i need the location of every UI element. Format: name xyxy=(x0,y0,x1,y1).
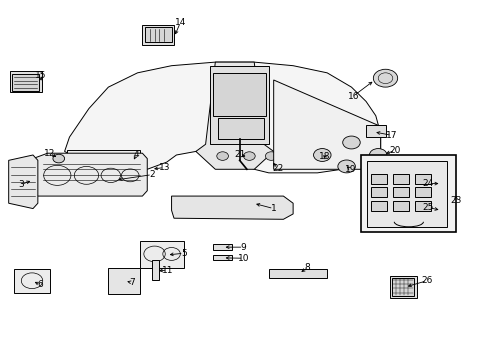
Bar xyxy=(392,187,408,197)
Bar xyxy=(366,125,385,137)
Bar xyxy=(370,201,386,211)
Bar xyxy=(414,174,430,184)
Text: 6: 6 xyxy=(38,280,43,289)
Text: 8: 8 xyxy=(304,263,310,272)
Text: 23: 23 xyxy=(449,196,461,205)
Bar xyxy=(144,27,171,42)
Text: 19: 19 xyxy=(344,165,356,174)
Polygon shape xyxy=(196,62,273,169)
Polygon shape xyxy=(171,196,292,219)
Circle shape xyxy=(243,152,255,160)
Text: 14: 14 xyxy=(174,18,185,27)
Bar xyxy=(212,244,232,249)
Bar xyxy=(210,66,268,144)
Polygon shape xyxy=(64,62,380,173)
Circle shape xyxy=(369,149,386,161)
Circle shape xyxy=(216,152,228,160)
Bar xyxy=(14,269,50,293)
Bar xyxy=(212,255,232,260)
Circle shape xyxy=(53,154,64,163)
Text: 21: 21 xyxy=(233,150,245,159)
Text: 1: 1 xyxy=(270,204,276,213)
Text: 2: 2 xyxy=(149,170,155,179)
Text: 10: 10 xyxy=(237,254,249,263)
Bar xyxy=(67,150,140,182)
Text: 22: 22 xyxy=(271,164,283,173)
Polygon shape xyxy=(273,80,380,169)
Bar xyxy=(392,201,408,211)
Text: 20: 20 xyxy=(389,146,400,155)
Bar xyxy=(361,155,455,232)
Bar xyxy=(12,73,39,91)
Bar xyxy=(268,269,326,278)
Text: 11: 11 xyxy=(162,266,173,275)
Circle shape xyxy=(265,152,277,160)
Bar xyxy=(370,187,386,197)
Circle shape xyxy=(337,160,355,173)
Text: 7: 7 xyxy=(128,278,134,287)
Bar xyxy=(142,25,174,45)
Bar xyxy=(217,118,264,139)
Bar xyxy=(140,241,183,267)
Bar xyxy=(389,276,416,298)
Text: 24: 24 xyxy=(422,179,433,188)
Circle shape xyxy=(372,69,397,87)
Text: 15: 15 xyxy=(35,71,46,80)
Text: 5: 5 xyxy=(181,249,186,258)
Text: 13: 13 xyxy=(158,163,170,172)
Text: 9: 9 xyxy=(240,243,246,252)
Bar xyxy=(212,73,266,116)
Text: 12: 12 xyxy=(44,149,56,158)
Text: 26: 26 xyxy=(420,276,432,285)
Text: 16: 16 xyxy=(347,91,358,100)
Text: 17: 17 xyxy=(386,131,397,140)
Text: 25: 25 xyxy=(422,203,433,212)
Bar xyxy=(366,161,447,227)
Text: 18: 18 xyxy=(318,152,330,161)
Circle shape xyxy=(342,136,360,149)
Bar xyxy=(370,174,386,184)
Bar xyxy=(391,278,413,296)
Bar xyxy=(392,174,408,184)
Polygon shape xyxy=(33,153,147,196)
Text: 3: 3 xyxy=(18,180,23,189)
Polygon shape xyxy=(9,155,38,208)
Bar xyxy=(414,201,430,211)
Bar xyxy=(414,187,430,197)
Bar xyxy=(10,71,41,93)
Circle shape xyxy=(313,149,330,161)
Polygon shape xyxy=(108,267,140,294)
Text: 4: 4 xyxy=(134,150,139,159)
Bar xyxy=(152,260,159,280)
